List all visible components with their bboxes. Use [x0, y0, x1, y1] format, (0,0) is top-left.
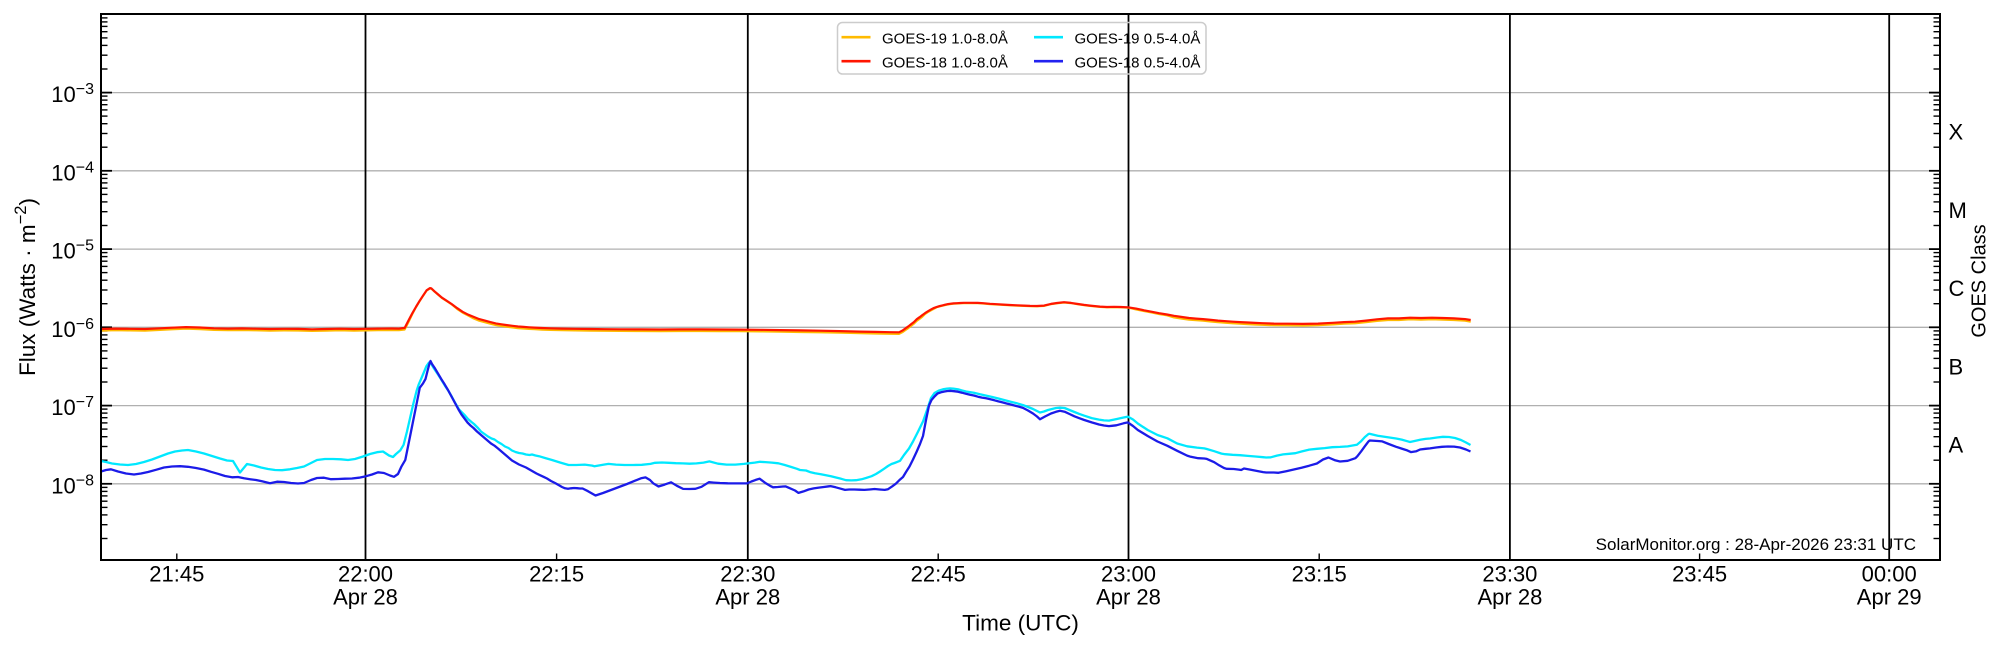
- svg-text:C: C: [1949, 276, 1965, 301]
- svg-text:23:00: 23:00: [1101, 562, 1156, 587]
- svg-text:A: A: [1949, 433, 1964, 458]
- svg-text:22:15: 22:15: [529, 562, 584, 587]
- svg-text:GOES-18 1.0-8.0Å: GOES-18 1.0-8.0Å: [882, 55, 1008, 72]
- svg-text:Apr 28: Apr 28: [333, 585, 398, 610]
- svg-text:Apr 28: Apr 28: [1096, 585, 1161, 610]
- svg-text:22:00: 22:00: [338, 562, 393, 587]
- svg-text:10−8: 10−8: [51, 472, 94, 498]
- svg-text:23:45: 23:45: [1672, 562, 1727, 587]
- svg-text:B: B: [1949, 354, 1964, 379]
- svg-text:10−7: 10−7: [51, 394, 94, 420]
- svg-text:23:30: 23:30: [1482, 562, 1537, 587]
- svg-text:GOES-18 0.5-4.0Å: GOES-18 0.5-4.0Å: [1075, 55, 1201, 72]
- svg-text:00:00: 00:00: [1862, 562, 1917, 587]
- svg-text:Time (UTC): Time (UTC): [962, 611, 1079, 636]
- svg-text:22:45: 22:45: [911, 562, 966, 587]
- svg-text:Flux (Watts · m−2): Flux (Watts · m−2): [12, 198, 40, 376]
- svg-text:21:45: 21:45: [149, 562, 204, 587]
- svg-text:GOES-19 1.0-8.0Å: GOES-19 1.0-8.0Å: [882, 31, 1008, 48]
- svg-text:GOES Class: GOES Class: [1969, 224, 1991, 337]
- svg-text:SolarMonitor.org : 28-Apr-2026: SolarMonitor.org : 28-Apr-2026 23:31 UTC: [1596, 535, 1916, 554]
- svg-text:Apr 29: Apr 29: [1857, 585, 1922, 610]
- svg-text:Apr 28: Apr 28: [1477, 585, 1542, 610]
- svg-text:10−4: 10−4: [51, 159, 94, 185]
- svg-text:M: M: [1949, 198, 1967, 223]
- svg-text:Apr 28: Apr 28: [715, 585, 780, 610]
- svg-text:22:30: 22:30: [720, 562, 775, 587]
- svg-text:X: X: [1949, 120, 1964, 145]
- svg-text:23:15: 23:15: [1292, 562, 1347, 587]
- svg-text:GOES-19 0.5-4.0Å: GOES-19 0.5-4.0Å: [1075, 31, 1201, 48]
